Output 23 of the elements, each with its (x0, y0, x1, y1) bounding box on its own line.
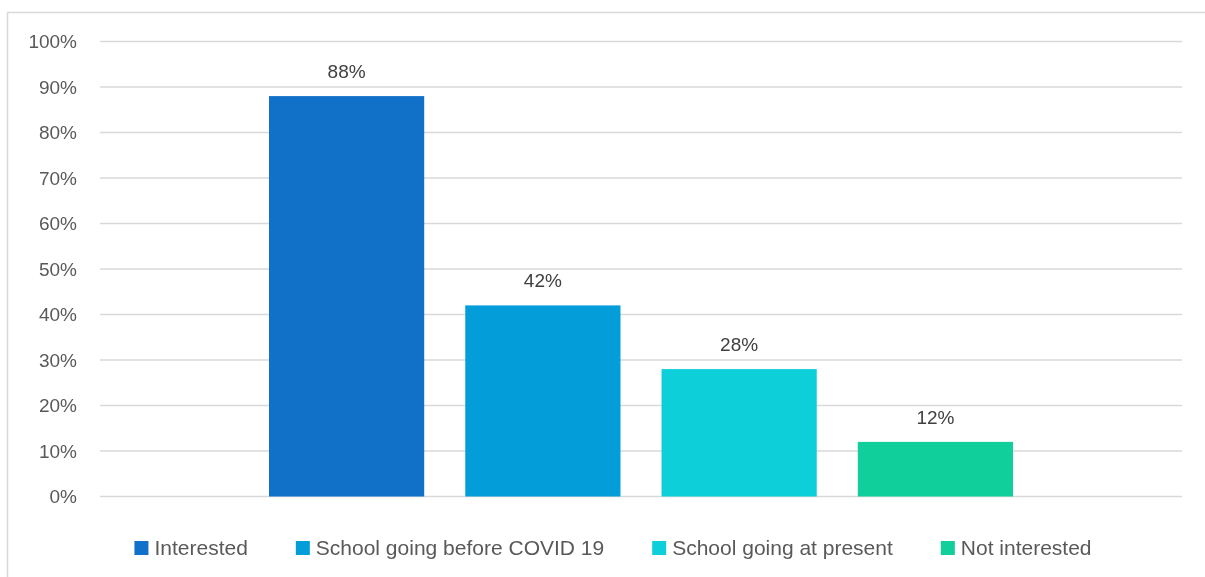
y-tick-label: 40% (38, 304, 78, 326)
bar (857, 441, 1013, 497)
data-label: 12% (916, 406, 955, 428)
y-tick-label: 10% (38, 440, 78, 462)
data-label: 28% (720, 334, 759, 356)
bar (661, 369, 817, 497)
y-tick-label: 100% (28, 31, 78, 53)
legend-label: School going at present (672, 536, 893, 560)
bar (269, 96, 425, 497)
y-tick-label: 50% (38, 258, 78, 280)
data-label: 42% (523, 270, 562, 292)
y-tick-label: 0% (49, 486, 78, 508)
y-tick-label: 20% (38, 395, 78, 417)
data-label: 88% (327, 61, 366, 83)
legend-label: Not interested (960, 536, 1092, 560)
y-tick-label: 30% (38, 349, 78, 371)
y-tick-label: 90% (38, 76, 78, 98)
y-tick-label: 80% (38, 122, 78, 144)
y-tick-label: 70% (38, 167, 78, 189)
bar (465, 305, 621, 497)
y-tick-label: 60% (38, 213, 78, 235)
legend-label: Interested (154, 536, 248, 560)
legend-label: School going before COVID 19 (315, 536, 605, 560)
